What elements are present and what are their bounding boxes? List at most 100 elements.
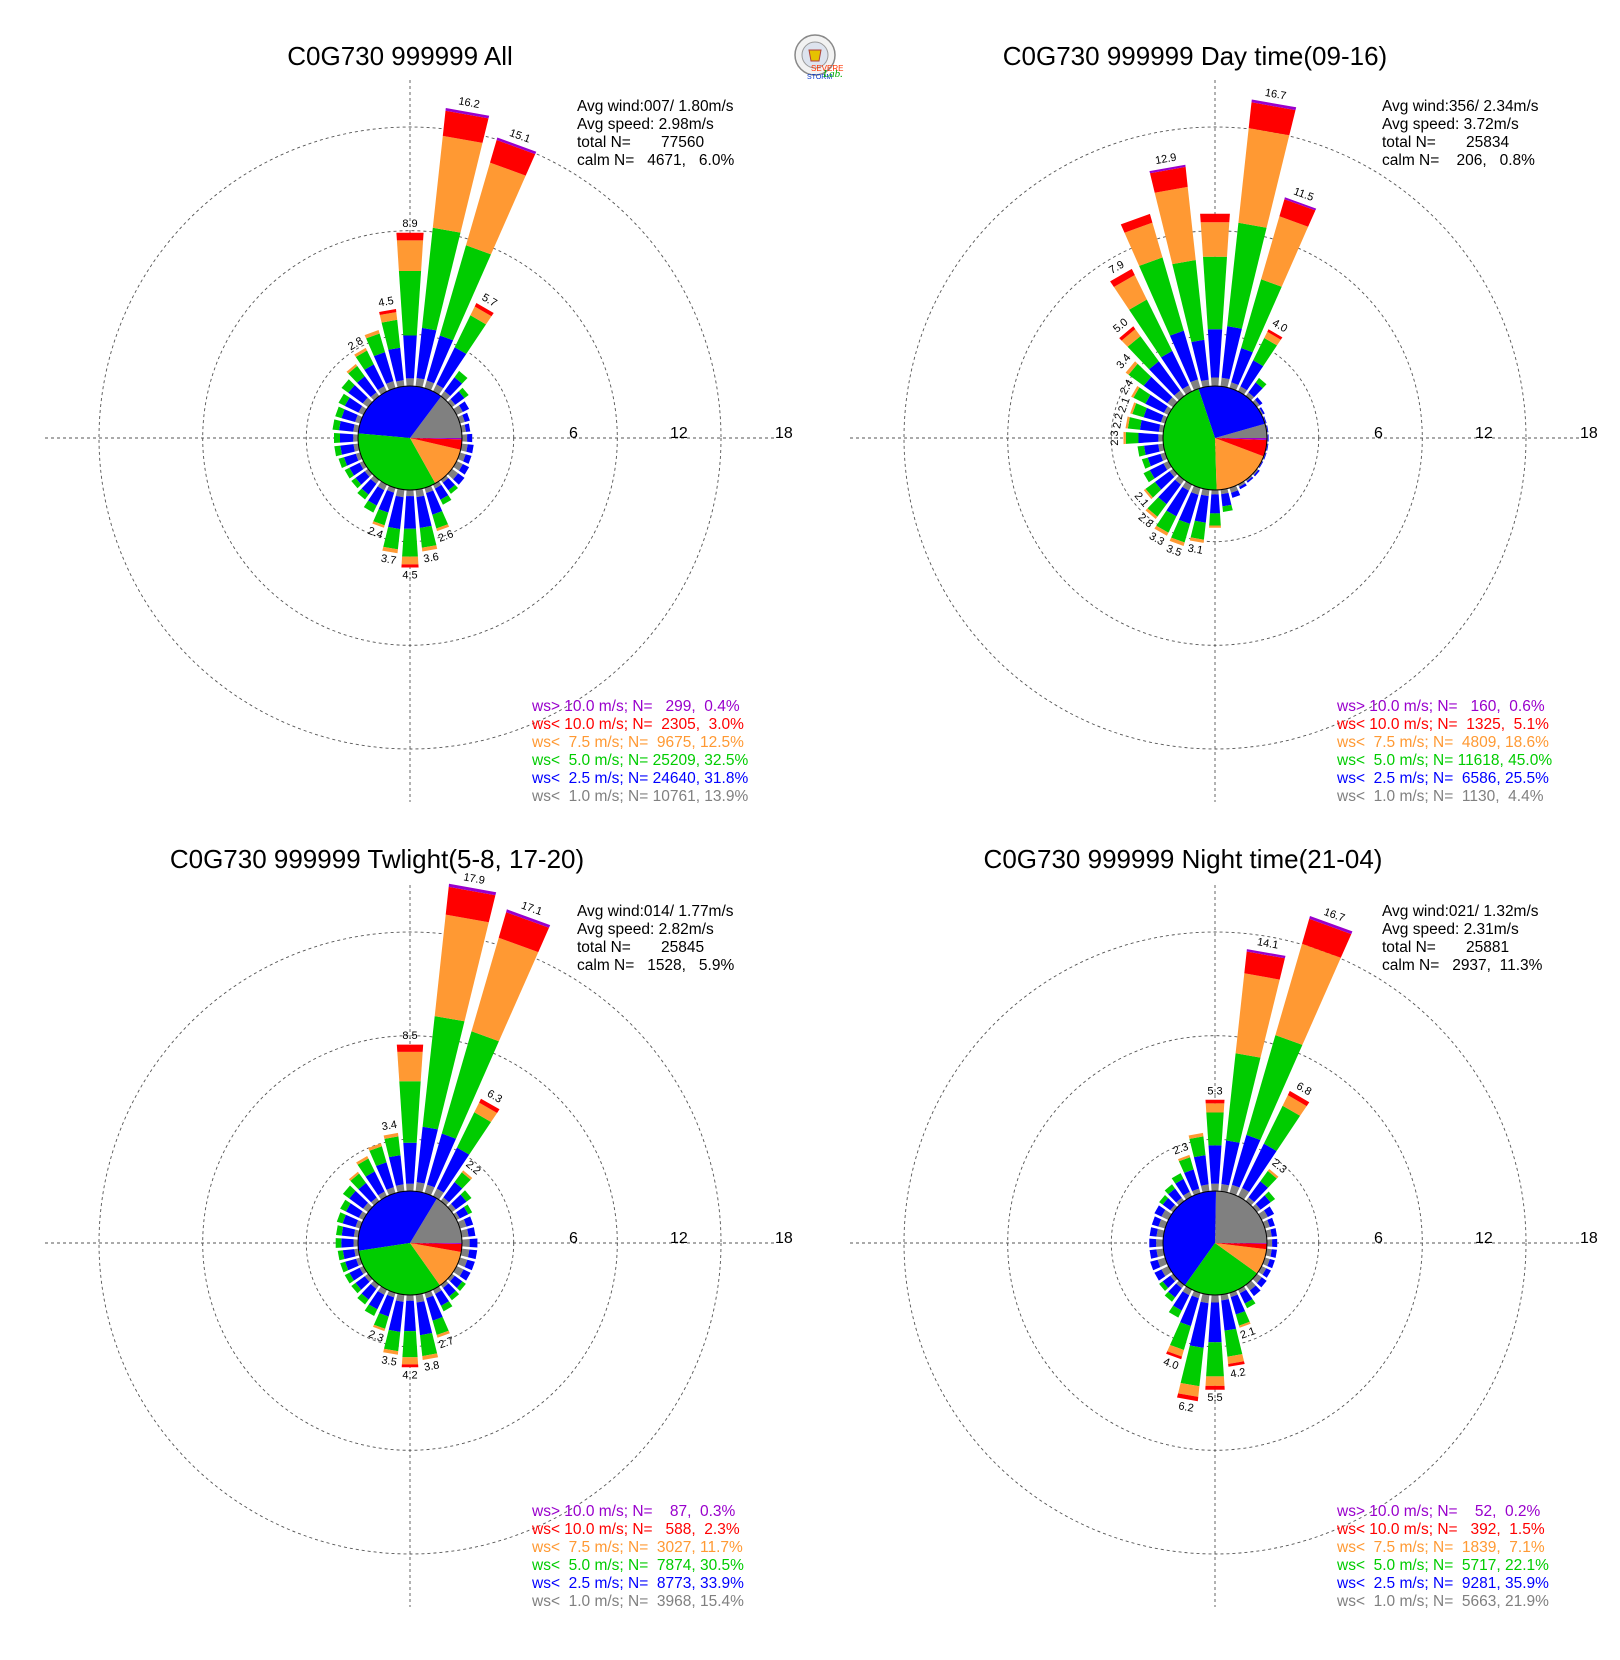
rose-bar-segment: [1175, 475, 1185, 485]
pie-slice: [357, 433, 436, 490]
rose-bar-segment: [401, 1357, 419, 1365]
rose-bar-segment: [434, 914, 489, 1022]
legend-ws-lt-5: ws< 5.0 m/s; N= 5717, 22.1%: [1336, 1557, 1549, 1574]
rose-bar-segment: [371, 1197, 380, 1206]
rose-bar-segment: [1244, 1299, 1256, 1309]
logo-line-lab: Lab.: [822, 68, 843, 80]
stat-avg-speed: Avg speed: 2.82m/s: [577, 921, 714, 938]
rose-bar-segment: [1191, 339, 1209, 381]
rose-bar-segment: [359, 1266, 367, 1275]
severe-storm-lab-logo: SEVERE STORM Lab.: [794, 34, 843, 81]
rose-bar-segment: [1272, 1238, 1278, 1248]
ring-label-6: 6: [569, 1230, 578, 1247]
logo-line-storm: STORM: [807, 74, 832, 81]
rose-bar-segment: [421, 545, 438, 552]
rose-bar-segment: [424, 1184, 435, 1196]
rose-bar-segment: [1275, 943, 1341, 1045]
panel-night-time: C0G730 999999 Night time(21-04) 6 12 18 …: [850, 844, 1598, 1610]
rose-bar-segment: [368, 1143, 382, 1151]
rose-bar-segment: [364, 1273, 373, 1282]
bar-value-label: 16.7: [1264, 87, 1287, 103]
stat-avg-wind: Avg wind:356/ 2.34m/s: [1382, 98, 1539, 115]
rose-bar-segment: [1169, 537, 1185, 546]
pie-slice: [410, 1243, 462, 1286]
rose-bar-segment: [1200, 213, 1230, 223]
rose-bar-segment: [457, 1112, 491, 1155]
rose-bar-segment: [453, 473, 465, 485]
rose-bar-segment: [469, 1238, 478, 1248]
rose-bars: 5.314.116.76.82.32.14.25.56.24.02.3: [1149, 906, 1353, 1415]
rose-bar-segment: [357, 1293, 369, 1305]
stat-calm: calm N= 1528, 5.9%: [577, 957, 734, 974]
panel-title: C0G730 999999 Night time(21-04): [984, 844, 1383, 874]
rose-bar-segment: [1205, 1376, 1225, 1386]
legend: ws> 10.0 m/s; N= 160, 0.6% ws< 10.0 m/s;…: [1336, 698, 1552, 805]
rose-bar-segment: [1150, 1259, 1161, 1271]
rose-bar-segment: [1170, 1204, 1178, 1213]
rose-bar-segment: [1147, 497, 1167, 517]
rose-bar-segment: [434, 484, 449, 500]
rose-bar-segment: [416, 1301, 433, 1336]
rose-bar-segment: [456, 1206, 469, 1219]
rose-bar-segment: [1226, 1053, 1261, 1143]
bar-value-label: 2.3: [1109, 430, 1121, 445]
rose-bar-segment: [1231, 1134, 1261, 1188]
rose-bar-segment: [1238, 1187, 1250, 1200]
rose-bar-segment: [373, 352, 394, 384]
rose-bar-segment: [1157, 1257, 1168, 1268]
rose-bar-segment: [1245, 392, 1255, 401]
panel-title: C0G730 999999 Day time(09-16): [1003, 41, 1387, 71]
rose-bar-segment: [427, 1133, 456, 1188]
rose-bar-segment: [1227, 1354, 1244, 1364]
legend-ws-lt-1: ws< 1.0 m/s; N= 1130, 4.4%: [1336, 788, 1544, 805]
rose-bars: 8.517.917.16.32.22.73.84.23.52.33.4: [335, 871, 551, 1382]
rose-bar-segment: [406, 489, 414, 497]
rose-bar-segment: [396, 240, 424, 271]
rose-bar-segment: [1183, 1191, 1192, 1200]
pie-slice: [410, 438, 461, 484]
rose-bar-segment: [471, 937, 539, 1042]
rose-bar-segment: [1133, 387, 1151, 404]
rose-bar-segment: [1167, 1345, 1184, 1357]
ring-label-6: 6: [1374, 425, 1383, 442]
rose-bar-segment: [1123, 431, 1126, 445]
rose-bar-segment: [1239, 1321, 1251, 1328]
rose-bar-segment: [1309, 916, 1353, 935]
bar-value-label: 5.3: [1207, 1085, 1222, 1097]
rose-bar-segment: [364, 1304, 378, 1316]
rose-bar-segment: [1120, 213, 1153, 233]
legend-ws-gt-10: ws> 10.0 m/s; N= 160, 0.6%: [1336, 698, 1545, 715]
stats-box: Avg wind:021/ 1.32m/s Avg speed: 2.31m/s…: [1382, 903, 1543, 974]
rose-bar-segment: [1189, 537, 1204, 543]
rose-bar-segment: [419, 525, 437, 548]
rose-bar-segment: [1256, 1277, 1267, 1288]
rose-bar-segment: [1145, 394, 1168, 413]
bar-value-label: 3.6: [423, 551, 440, 565]
rose-bar-segment: [1266, 1239, 1273, 1247]
bar-value-label: 6.2: [1177, 1400, 1194, 1414]
rose-bar-segment: [436, 1147, 470, 1193]
rose-bar-segment: [440, 1280, 449, 1288]
rose-bar-segment: [1172, 260, 1205, 342]
logo-line-severe: SEVERE: [811, 64, 843, 73]
rose-bar-segment: [379, 1294, 395, 1317]
rose-bar-segment: [426, 490, 443, 515]
rose-bar-segment: [1149, 361, 1181, 396]
rose-bar-segment: [1131, 386, 1140, 398]
rose-bar-segment: [1164, 1291, 1176, 1302]
rose-bar-segment: [448, 883, 497, 896]
rose-bar-segment: [1248, 102, 1296, 136]
pie-slice: [1215, 1243, 1267, 1244]
rose-bar-segment: [457, 1219, 467, 1229]
panel-twilight: C0G730 999999 Twlight(5-8, 17-20) 6 12 1…: [45, 844, 793, 1610]
stat-avg-wind: Avg wind:021/ 1.32m/s: [1382, 903, 1539, 920]
legend-ws-gt-10: ws> 10.0 m/s; N= 52, 0.2%: [1336, 1503, 1541, 1520]
rose-bar-segment: [1194, 494, 1209, 523]
rose-bar-segment: [1158, 443, 1165, 452]
rose-bar-segment: [1205, 1385, 1225, 1390]
rose-bar-segment: [388, 1300, 404, 1332]
pie-slice: [1163, 1191, 1217, 1286]
rose-bar-segment: [363, 500, 377, 513]
rose-bar-segment: [432, 1317, 449, 1335]
rose-bar-segment: [1253, 338, 1277, 367]
